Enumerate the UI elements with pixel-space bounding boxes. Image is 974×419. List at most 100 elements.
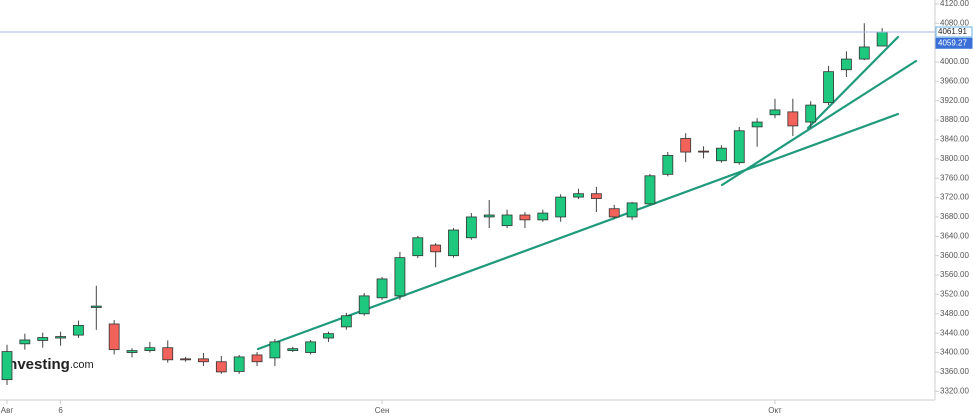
candle-body: [55, 336, 66, 339]
candle-body: [162, 347, 174, 361]
candle-body: [376, 278, 388, 299]
x-tick-label: 6: [58, 406, 63, 415]
candle-body: [823, 71, 834, 104]
trend-line: [806, 35, 900, 130]
candle-body: [358, 295, 370, 315]
y-tick-label: 3560.00: [940, 270, 969, 279]
y-tick-label: 3840.00: [940, 135, 969, 144]
candle: [805, 101, 817, 128]
price-tag-label: 4061.91: [938, 27, 967, 36]
price-tag: [935, 37, 973, 49]
candle-body: [698, 150, 709, 153]
candle: [430, 243, 442, 268]
candle-body: [430, 244, 442, 253]
candle: [126, 348, 138, 358]
candle: [680, 133, 692, 163]
candle-body: [680, 138, 692, 153]
candle-body: [644, 175, 656, 205]
candle: [626, 201, 638, 220]
y-tick-label: 3720.00: [940, 193, 969, 202]
x-tick-label: Окт: [768, 406, 782, 415]
candle: [501, 209, 513, 229]
candle-body: [233, 356, 245, 372]
y-tick-label: 3440.00: [940, 328, 969, 337]
candle-body: [323, 333, 334, 339]
y-tick-label: 3640.00: [940, 231, 969, 240]
candle: [787, 98, 799, 137]
candle: [144, 341, 156, 353]
candle-body: [465, 216, 477, 239]
candle-body: [733, 130, 745, 164]
candle: [716, 145, 727, 163]
candle-body: [251, 354, 263, 363]
candle-body: [608, 208, 620, 218]
candle: [483, 200, 495, 229]
candle-body: [448, 229, 459, 257]
candle: [465, 213, 477, 240]
candle: [340, 312, 352, 330]
candle-body: [805, 104, 817, 123]
candle-body: [394, 257, 406, 297]
candle: [198, 353, 209, 367]
candle-body: [90, 305, 102, 308]
candle-body: [519, 214, 531, 221]
y-tick-label: 3360.00: [940, 367, 969, 376]
y-tick-label: 3520.00: [940, 290, 969, 299]
candle-body: [180, 358, 192, 361]
y-tick-label: 3880.00: [940, 115, 969, 124]
candle: [269, 338, 281, 367]
candle: [55, 331, 66, 346]
candle: [358, 292, 370, 316]
candle-body: [751, 121, 763, 128]
candle-body: [269, 341, 281, 359]
candle-body: [573, 193, 584, 198]
candle-body: [876, 31, 888, 47]
candle: [698, 146, 709, 159]
candle-body: [841, 58, 852, 71]
candle-body: [215, 361, 227, 373]
price-tag: [935, 26, 973, 38]
candle: [37, 332, 49, 348]
y-tick-label: 3480.00: [940, 309, 969, 318]
candle: [448, 228, 459, 258]
candle-body: [537, 212, 549, 221]
candle-body: [858, 46, 870, 60]
candle: [305, 339, 317, 355]
candle-body: [412, 237, 424, 257]
candle: [823, 65, 834, 106]
candle-body: [787, 111, 799, 127]
candle-body: [662, 155, 674, 175]
candle: [733, 126, 745, 165]
candle: [19, 333, 31, 350]
candle: [519, 212, 531, 229]
candle-body: [555, 196, 567, 218]
candle-body: [19, 339, 31, 345]
candle: [287, 346, 299, 353]
candle: [73, 320, 84, 339]
candle: [1, 344, 13, 385]
y-tick-label: 4120.00: [940, 0, 969, 8]
x-tick-label: Сен: [375, 406, 390, 415]
candle: [841, 51, 852, 77]
trend-line: [720, 59, 918, 187]
candle-body: [305, 341, 317, 353]
candle: [662, 152, 674, 177]
watermark: Investing.com: [4, 356, 94, 373]
candle-body: [340, 315, 352, 328]
candle-body: [73, 325, 84, 336]
candle-body: [501, 214, 513, 227]
candle: [858, 23, 870, 61]
candle-body: [108, 323, 120, 351]
candle-body: [144, 347, 156, 352]
y-tick-label: 3600.00: [940, 251, 969, 260]
candle-body: [626, 202, 638, 218]
candle-body: [716, 147, 727, 162]
candle: [412, 235, 424, 259]
y-tick-label: 3680.00: [940, 212, 969, 221]
candle-body: [769, 109, 781, 116]
candle: [251, 352, 263, 367]
candle-body: [198, 358, 209, 363]
candle: [376, 276, 388, 300]
